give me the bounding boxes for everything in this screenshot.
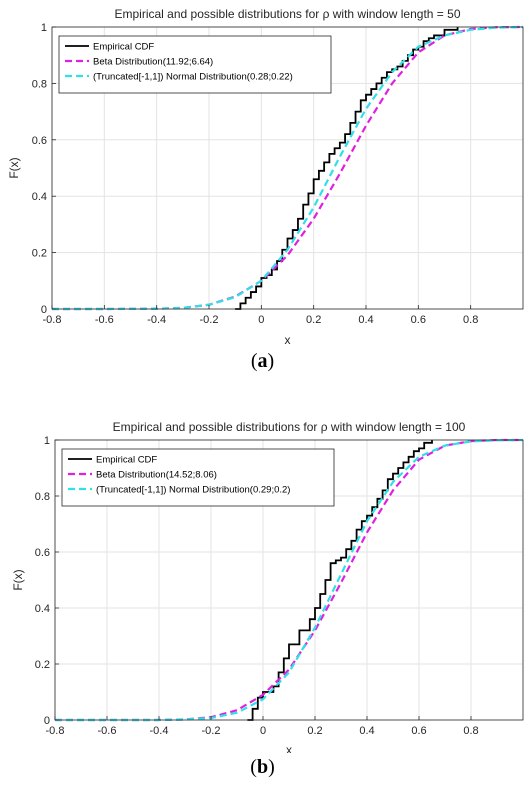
cdf-chart-window-100: -0.8 -0.6 -0.4 -0.2 0 0.2 0.4 0.6 0.8 0 0.2 0.4 0.6 0… xyxy=(11,420,524,753)
caption-letter: a xyxy=(257,350,268,372)
x-tick-label: 0.8 xyxy=(463,725,478,737)
cdf-chart-window-50: -0.8 -0.6 -0.4 -0.2 0 0.2 0.4 0.6 0.8 0 0.2 0.4 0.6 0… xyxy=(7,7,524,347)
y-tick-label: 0.2 xyxy=(32,248,47,260)
chart-panel-a: -0.8 -0.6 -0.4 -0.2 0 0.2 0.4 0.6 0.8 0 0.2 0.4 0.6 0… xyxy=(7,7,524,372)
chart-title: Empirical and possible distributions for… xyxy=(113,420,466,434)
x-axis-label: x xyxy=(286,743,292,753)
y-axis-label: F(x) xyxy=(11,569,25,590)
y-tick-label: 0.2 xyxy=(35,659,50,671)
x-tick-label: -0.4 xyxy=(150,725,169,737)
axes-box xyxy=(54,439,524,721)
y-tick-label: 0.8 xyxy=(35,491,50,503)
y-tick-label: 0.6 xyxy=(35,547,50,559)
x-axis-label: x xyxy=(285,333,291,347)
legend-box xyxy=(61,448,335,507)
legend-entry: Beta Distribution(14.52;8.06) xyxy=(96,470,217,481)
legend: Empirical CDF Beta Distribution(14.52;8.0… xyxy=(61,448,335,507)
caption-b: (b) xyxy=(250,756,275,778)
axes-box xyxy=(51,26,524,310)
x-tick-label: 0 xyxy=(260,725,266,737)
y-tick-label: 0 xyxy=(41,304,47,316)
caption-letter: b xyxy=(256,756,269,778)
legend-entry: (Truncated[-1,1]) Normal Distribution(0.… xyxy=(93,72,293,83)
caption-a: (a) xyxy=(250,350,275,372)
chart-title: Empirical and possible distributions for… xyxy=(114,7,460,21)
x-tick-label: -0.4 xyxy=(147,314,166,326)
y-tick-label: 1 xyxy=(41,22,47,34)
legend: Empirical CDF Beta Distribution(11.92;6.6… xyxy=(58,35,332,94)
y-tick-label: 0.4 xyxy=(32,191,47,203)
x-tick-label: 0.4 xyxy=(358,314,373,326)
series-line-2 xyxy=(52,25,524,311)
legend-entry: (Truncated[-1,1]) Normal Distribution(0.… xyxy=(96,485,290,496)
series-line-0 xyxy=(247,440,433,721)
y-tick-label: 0 xyxy=(44,715,50,727)
y-tick-label: 0.4 xyxy=(35,603,50,615)
x-tick-label: -0.2 xyxy=(200,314,219,326)
x-tick-label: 0.8 xyxy=(463,314,478,326)
y-tick-label: 0.8 xyxy=(32,78,47,90)
x-tick-label: -0.8 xyxy=(46,725,65,737)
legend-entry: Empirical CDF xyxy=(96,455,157,466)
y-axis-label: F(x) xyxy=(7,157,21,178)
x-tick-label: -0.2 xyxy=(202,725,221,737)
x-tick-label: 0.6 xyxy=(411,725,426,737)
x-tick-label: -0.6 xyxy=(98,725,117,737)
x-tick-label: -0.8 xyxy=(43,314,62,326)
legend-box xyxy=(58,35,332,94)
y-tick-label: 0.6 xyxy=(32,135,47,147)
series-line-0 xyxy=(235,27,459,310)
x-tick-label: 0.2 xyxy=(306,314,321,326)
x-tick-label: 0.2 xyxy=(307,725,322,737)
legend-entry: Empirical CDF xyxy=(93,42,154,53)
x-tick-label: -0.6 xyxy=(95,314,114,326)
x-tick-label: 0.4 xyxy=(359,725,374,737)
x-tick-label: 0 xyxy=(258,314,264,326)
legend-entry: Beta Distribution(11.92;6.64) xyxy=(93,57,213,68)
chart-panel-b: -0.8 -0.6 -0.4 -0.2 0 0.2 0.4 0.6 0.8 0 0.2 0.4 0.6 0… xyxy=(0,398,525,796)
y-tick-label: 1 xyxy=(44,435,50,447)
x-tick-label: 0.6 xyxy=(411,314,426,326)
